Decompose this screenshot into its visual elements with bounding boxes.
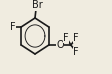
Text: F: F [62, 33, 68, 43]
Text: F: F [72, 33, 78, 43]
Text: Br: Br [31, 1, 42, 11]
Text: F: F [10, 22, 15, 32]
Text: F: F [72, 47, 78, 57]
Text: O: O [56, 40, 63, 50]
